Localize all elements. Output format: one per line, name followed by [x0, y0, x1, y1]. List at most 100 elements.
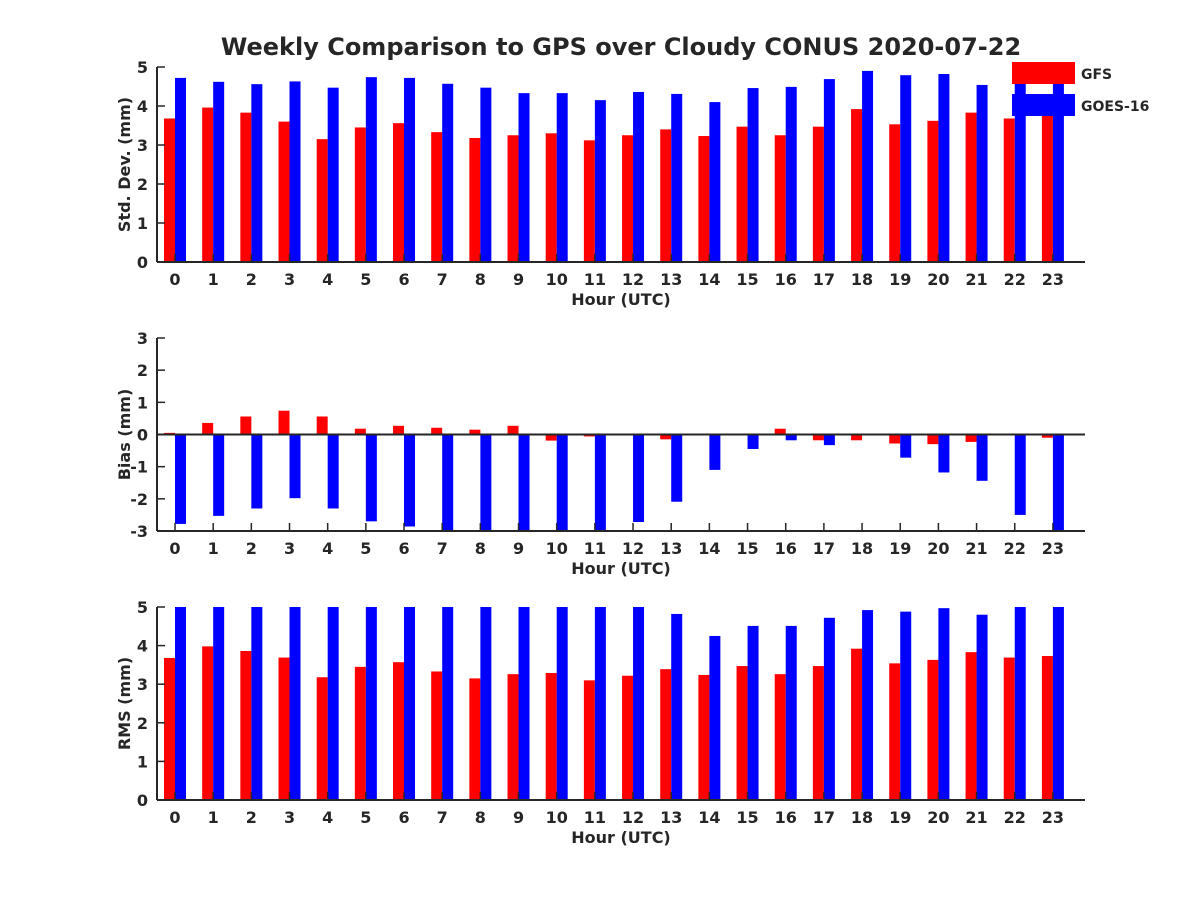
x-tick-label: 1 [208, 808, 219, 827]
bar-gfs-h10 [545, 434, 557, 441]
bar-gfs-h22 [1003, 118, 1015, 262]
x-tick-label: 11 [584, 539, 606, 558]
x-tick-label: 7 [437, 808, 448, 827]
bar-goes16-h15 [747, 625, 759, 800]
x-tick-label: 8 [475, 270, 486, 289]
x-tick-label: 0 [169, 270, 180, 289]
bar-gfs-h21 [965, 652, 977, 800]
x-tick-label: 12 [622, 539, 644, 558]
x-tick-label: 12 [622, 270, 644, 289]
bar-goes16-h0 [175, 607, 186, 800]
bar-goes16-h10 [556, 434, 568, 531]
x-tick-label: 4 [322, 808, 333, 827]
x-tick-label: 2 [246, 270, 257, 289]
x-tick-label: 14 [698, 539, 720, 558]
bar-goes16-h23 [1052, 607, 1064, 800]
bar-gfs-h19 [889, 434, 901, 444]
bar-gfs-h4 [316, 139, 328, 262]
y-tick-label: 5 [137, 598, 148, 617]
bar-goes16-h20 [938, 608, 950, 800]
bar-gfs-h3 [278, 121, 290, 262]
x-tick-label: 14 [698, 808, 720, 827]
bar-gfs-h0 [164, 657, 175, 800]
bar-gfs-h14 [698, 136, 710, 262]
x-tick-label: 5 [360, 270, 371, 289]
bar-goes16-h12 [633, 91, 645, 263]
x-tick-label: 5 [360, 808, 371, 827]
y-tick-label: 4 [137, 97, 148, 116]
bar-goes16-h15 [747, 434, 759, 449]
x-tick-label: 19 [889, 808, 911, 827]
bar-goes16-h13 [671, 434, 683, 502]
x-tick-label: 11 [584, 808, 606, 827]
x-tick-label: 3 [284, 808, 295, 827]
bar-goes16-h19 [900, 434, 912, 458]
bar-goes16-h17 [823, 434, 835, 446]
bar-goes16-h21 [976, 84, 988, 262]
x-tick-label: 8 [475, 808, 486, 827]
bar-goes16-h21 [976, 434, 988, 481]
bar-gfs-h20 [927, 659, 939, 800]
bar-gfs-h6 [393, 662, 405, 800]
y-tick-label: 1 [137, 752, 148, 771]
x-tick-label: 17 [813, 539, 835, 558]
x-tick-label: 9 [513, 539, 524, 558]
bar-gfs-h7 [431, 671, 443, 800]
x-tick-label: 17 [813, 270, 835, 289]
bar-gfs-h10 [545, 133, 557, 262]
bar-gfs-h6 [393, 425, 405, 435]
x-tick-label: 6 [398, 270, 409, 289]
y-axis-label: Std. Dev. (mm) [115, 97, 134, 232]
x-tick-label: 4 [322, 270, 333, 289]
bar-gfs-h19 [889, 124, 901, 262]
bar-goes16-h3 [289, 607, 301, 800]
x-tick-label: 11 [584, 270, 606, 289]
bar-goes16-h8 [480, 607, 492, 800]
x-tick-label: 3 [284, 270, 295, 289]
bar-goes16-h22 [1014, 607, 1026, 800]
y-tick-label: 4 [137, 637, 148, 656]
bar-goes16-h5 [365, 77, 377, 262]
x-tick-label: 16 [775, 539, 797, 558]
bar-goes16-h16 [785, 434, 797, 441]
x-tick-label: 10 [546, 539, 568, 558]
bar-gfs-h11 [583, 140, 595, 262]
bar-gfs-h5 [354, 428, 366, 435]
bar-goes16-h13 [671, 613, 683, 800]
bar-gfs-h17 [812, 126, 824, 262]
x-tick-label: 21 [965, 270, 987, 289]
bar-gfs-h5 [354, 666, 366, 800]
y-tick-label: 3 [137, 675, 148, 694]
bar-goes16-h10 [556, 93, 568, 262]
x-tick-label: 3 [284, 539, 295, 558]
x-tick-label: 18 [851, 808, 873, 827]
bar-goes16-h17 [823, 617, 835, 800]
x-tick-label: 4 [322, 539, 333, 558]
bar-gfs-h2 [240, 416, 252, 435]
legend-swatch-goes16 [1012, 94, 1075, 116]
bar-gfs-h9 [507, 135, 519, 262]
x-tick-label: 22 [1004, 808, 1026, 827]
bar-goes16-h22 [1014, 434, 1026, 515]
bar-goes16-h0 [175, 434, 186, 524]
bar-gfs-h18 [851, 109, 863, 263]
bar-gfs-h17 [812, 434, 824, 441]
y-tick-label: 0 [137, 253, 148, 272]
x-tick-label: 8 [475, 539, 486, 558]
x-tick-label: 22 [1004, 539, 1026, 558]
bar-goes16-h23 [1052, 434, 1064, 531]
x-axis-label: Hour (UTC) [571, 559, 671, 578]
x-tick-label: 13 [660, 270, 682, 289]
bar-goes16-h4 [327, 87, 339, 262]
x-tick-label: 14 [698, 270, 720, 289]
bar-gfs-h18 [851, 434, 863, 441]
y-tick-label: 2 [137, 175, 148, 194]
bar-gfs-h3 [278, 410, 290, 435]
x-tick-label: 19 [889, 539, 911, 558]
bar-gfs-h15 [736, 126, 748, 262]
x-tick-label: 10 [546, 808, 568, 827]
y-tick-label: 2 [137, 361, 148, 380]
bar-goes16-h6 [404, 77, 416, 262]
